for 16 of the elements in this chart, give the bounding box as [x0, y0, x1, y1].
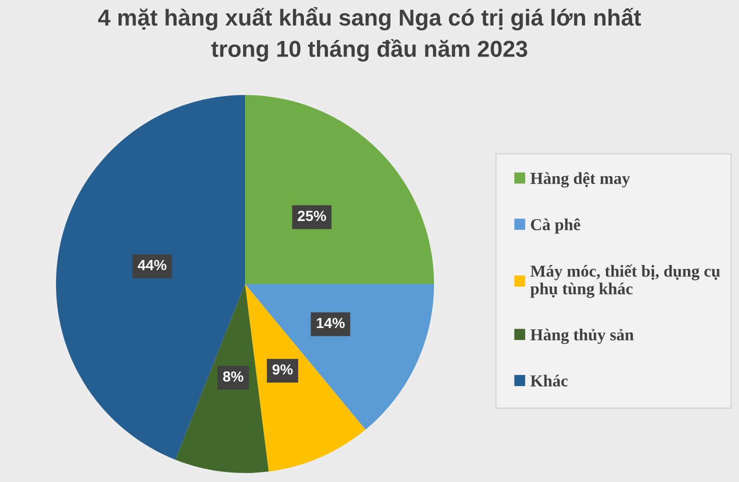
data-label: 14%	[316, 318, 345, 328]
pie-slice	[245, 284, 434, 430]
pie-slice	[245, 284, 366, 472]
legend-label: Hàng thủy sản	[530, 328, 634, 344]
legend-label: Khác	[530, 374, 568, 387]
data-label: 44%	[138, 260, 166, 270]
legend-label: Hàng dệt may	[530, 172, 630, 188]
legend-label: Máy móc, thiết bị, dụng cụ phụ tùng khác	[530, 264, 720, 298]
pie-slice	[175, 284, 269, 473]
chart-title: 4 mặt hàng xuất khẩu sang Nga có trị giá lớn nhất trong 10 tháng đầu năm 2023	[98, 7, 641, 62]
data-label: 25%	[298, 210, 326, 222]
pie-slice	[56, 95, 245, 460]
data-label: 8%	[223, 371, 244, 382]
pie-slice	[245, 95, 434, 284]
data-label: 9%	[272, 364, 293, 375]
legend-label: Cà phê	[530, 218, 580, 234]
